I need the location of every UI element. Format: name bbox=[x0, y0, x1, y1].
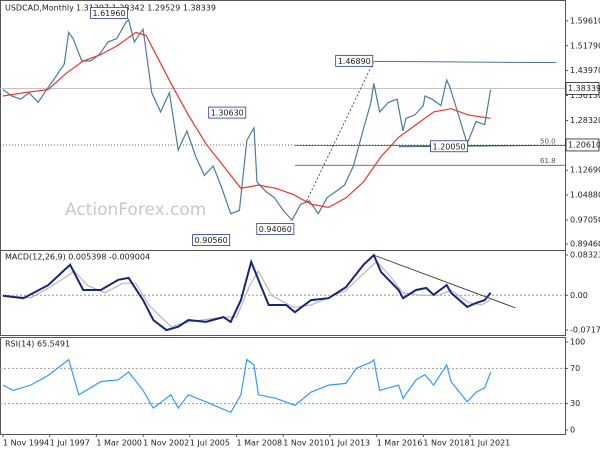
chart-title: USDCAD,Monthly bbox=[5, 4, 74, 13]
y-tick-label: 1.51790 bbox=[570, 41, 600, 50]
series-line bbox=[2, 18, 492, 222]
series-line bbox=[2, 31, 491, 209]
annotation-label: 1.30630 bbox=[211, 109, 244, 118]
x-tick-label: 1 Nov 1994 bbox=[3, 439, 49, 448]
y-tick-label: 0.00 bbox=[570, 291, 588, 300]
x-tick-label: 1 Mar 2008 bbox=[237, 439, 283, 448]
annotation-box bbox=[192, 234, 231, 246]
x-tick-label: 1 Mar 2016 bbox=[377, 439, 423, 448]
annotation-label: 1.61960 bbox=[92, 9, 125, 18]
annotation-box bbox=[430, 140, 469, 153]
y-tick-label: 0 bbox=[570, 426, 575, 435]
annotation-box bbox=[208, 106, 247, 119]
annotation-label: 0.94060 bbox=[259, 225, 292, 234]
y-tick-label: -0.071752 bbox=[570, 326, 600, 335]
trend-line bbox=[373, 254, 516, 309]
y-tick-label: 1.43970 bbox=[570, 66, 600, 75]
annotation-box bbox=[335, 54, 374, 67]
series-line bbox=[2, 358, 492, 414]
rsi-title: RSI(14) 65.5491 bbox=[5, 340, 70, 349]
annotation-label: 0.90560 bbox=[195, 236, 228, 245]
watermark: ActionForex.com bbox=[65, 200, 206, 220]
macd-title: MACD(12,26,9) 0.005398 -0.009004 bbox=[5, 253, 150, 262]
x-tick-label: 1 Jul 2013 bbox=[330, 439, 370, 448]
trend-line bbox=[373, 60, 557, 64]
x-tick-label: 1 Nov 2002 bbox=[143, 439, 189, 448]
y-tick-label: 100 bbox=[570, 338, 585, 347]
x-tick-label: 1 Mar 2000 bbox=[96, 439, 142, 448]
fib-label: 61.8 bbox=[540, 157, 556, 165]
annotation-box bbox=[256, 223, 295, 235]
y-tick-label: 70 bbox=[570, 364, 580, 373]
y-tick-label: 1.36130 bbox=[570, 91, 600, 100]
ohlc: 1.31307 1.38342 1.29529 1.38339 bbox=[76, 4, 216, 13]
trend-line bbox=[306, 61, 375, 202]
price-tag bbox=[565, 82, 600, 95]
annotation-box bbox=[90, 7, 128, 19]
trend-line bbox=[398, 144, 557, 148]
fib-label: 50.0 bbox=[540, 137, 556, 145]
price-tag-label: 1.38339 bbox=[568, 84, 600, 93]
x-tick-label: 1 Jul 2021 bbox=[470, 439, 510, 448]
y-tick-label: 1.59610 bbox=[570, 16, 600, 25]
y-tick-label: 0.97050 bbox=[570, 215, 600, 224]
series-line bbox=[2, 253, 492, 332]
y-tick-label: 1.12690 bbox=[570, 166, 600, 175]
x-tick-label: 1 Jul 2005 bbox=[190, 439, 230, 448]
y-tick-label: 1.04880 bbox=[570, 191, 600, 200]
y-tick-label: 30 bbox=[570, 399, 580, 408]
y-tick-label: 0.083235 bbox=[570, 251, 600, 260]
series-line bbox=[2, 260, 491, 328]
annotation-label: 1.46890 bbox=[338, 57, 371, 66]
x-tick-label: 1 Nov 2010 bbox=[283, 439, 329, 448]
annotation-label: 1.20050 bbox=[433, 142, 466, 151]
x-tick-label: 1 Jul 1997 bbox=[50, 439, 90, 448]
price-tag-label: 1.20610 bbox=[568, 140, 600, 149]
macd-panel bbox=[0, 250, 566, 336]
y-tick-label: 1.28320 bbox=[570, 116, 600, 125]
rsi-panel bbox=[0, 337, 566, 435]
y-tick-label: 0.89460 bbox=[570, 240, 600, 249]
price-tag bbox=[565, 138, 600, 152]
x-tick-label: 1 Nov 2018 bbox=[423, 439, 469, 448]
